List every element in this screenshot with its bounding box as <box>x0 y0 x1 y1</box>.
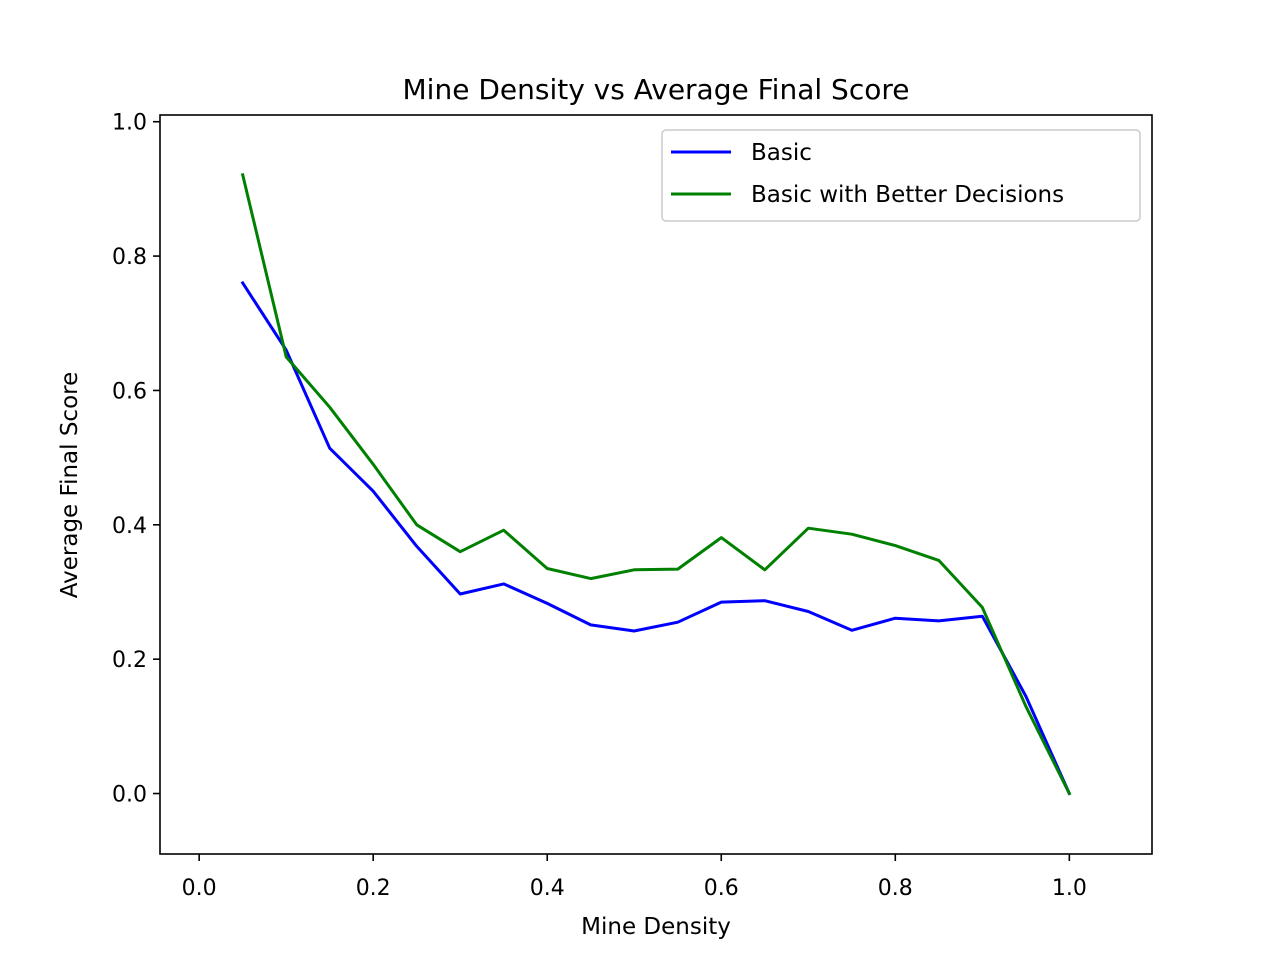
x-tick-label: 0.0 <box>182 876 217 901</box>
plot-area <box>160 115 1152 854</box>
series-line-better-decisions <box>240 172 1072 796</box>
legend-label-better-decisions: Basic with Better Decisions <box>751 182 1064 208</box>
y-tick-label: 0.0 <box>112 783 147 808</box>
x-tick-label: 1.0 <box>1052 876 1087 901</box>
x-tick-label: 0.6 <box>704 876 739 901</box>
y-tick-label: 0.8 <box>112 245 147 270</box>
x-axis-ticks: 0.0 0.2 0.4 0.6 0.8 1.0 <box>182 854 1087 901</box>
x-tick-label: 0.2 <box>356 876 391 901</box>
x-axis-label: Mine Density <box>581 914 731 940</box>
legend-label-basic: Basic <box>751 140 812 166</box>
x-tick-label: 0.4 <box>530 876 565 901</box>
y-tick-label: 0.4 <box>112 514 147 539</box>
y-tick-label: 1.0 <box>112 111 147 136</box>
y-axis-label: Average Final Score <box>57 372 83 599</box>
plot-background <box>160 115 1152 854</box>
series-layer <box>240 172 1072 796</box>
y-axis-ticks: 0.0 0.2 0.4 0.6 0.8 1.0 <box>112 111 160 808</box>
x-tick-label: 0.8 <box>878 876 913 901</box>
y-tick-label: 0.2 <box>112 648 147 673</box>
series-line-basic <box>240 280 1072 796</box>
plot-frame <box>159 114 1153 855</box>
chart-title: Mine Density vs Average Final Score <box>403 73 910 106</box>
legend-box <box>661 129 1141 222</box>
legend: Basic Basic with Better Decisions <box>661 129 1141 222</box>
y-tick-label: 0.6 <box>112 379 147 404</box>
